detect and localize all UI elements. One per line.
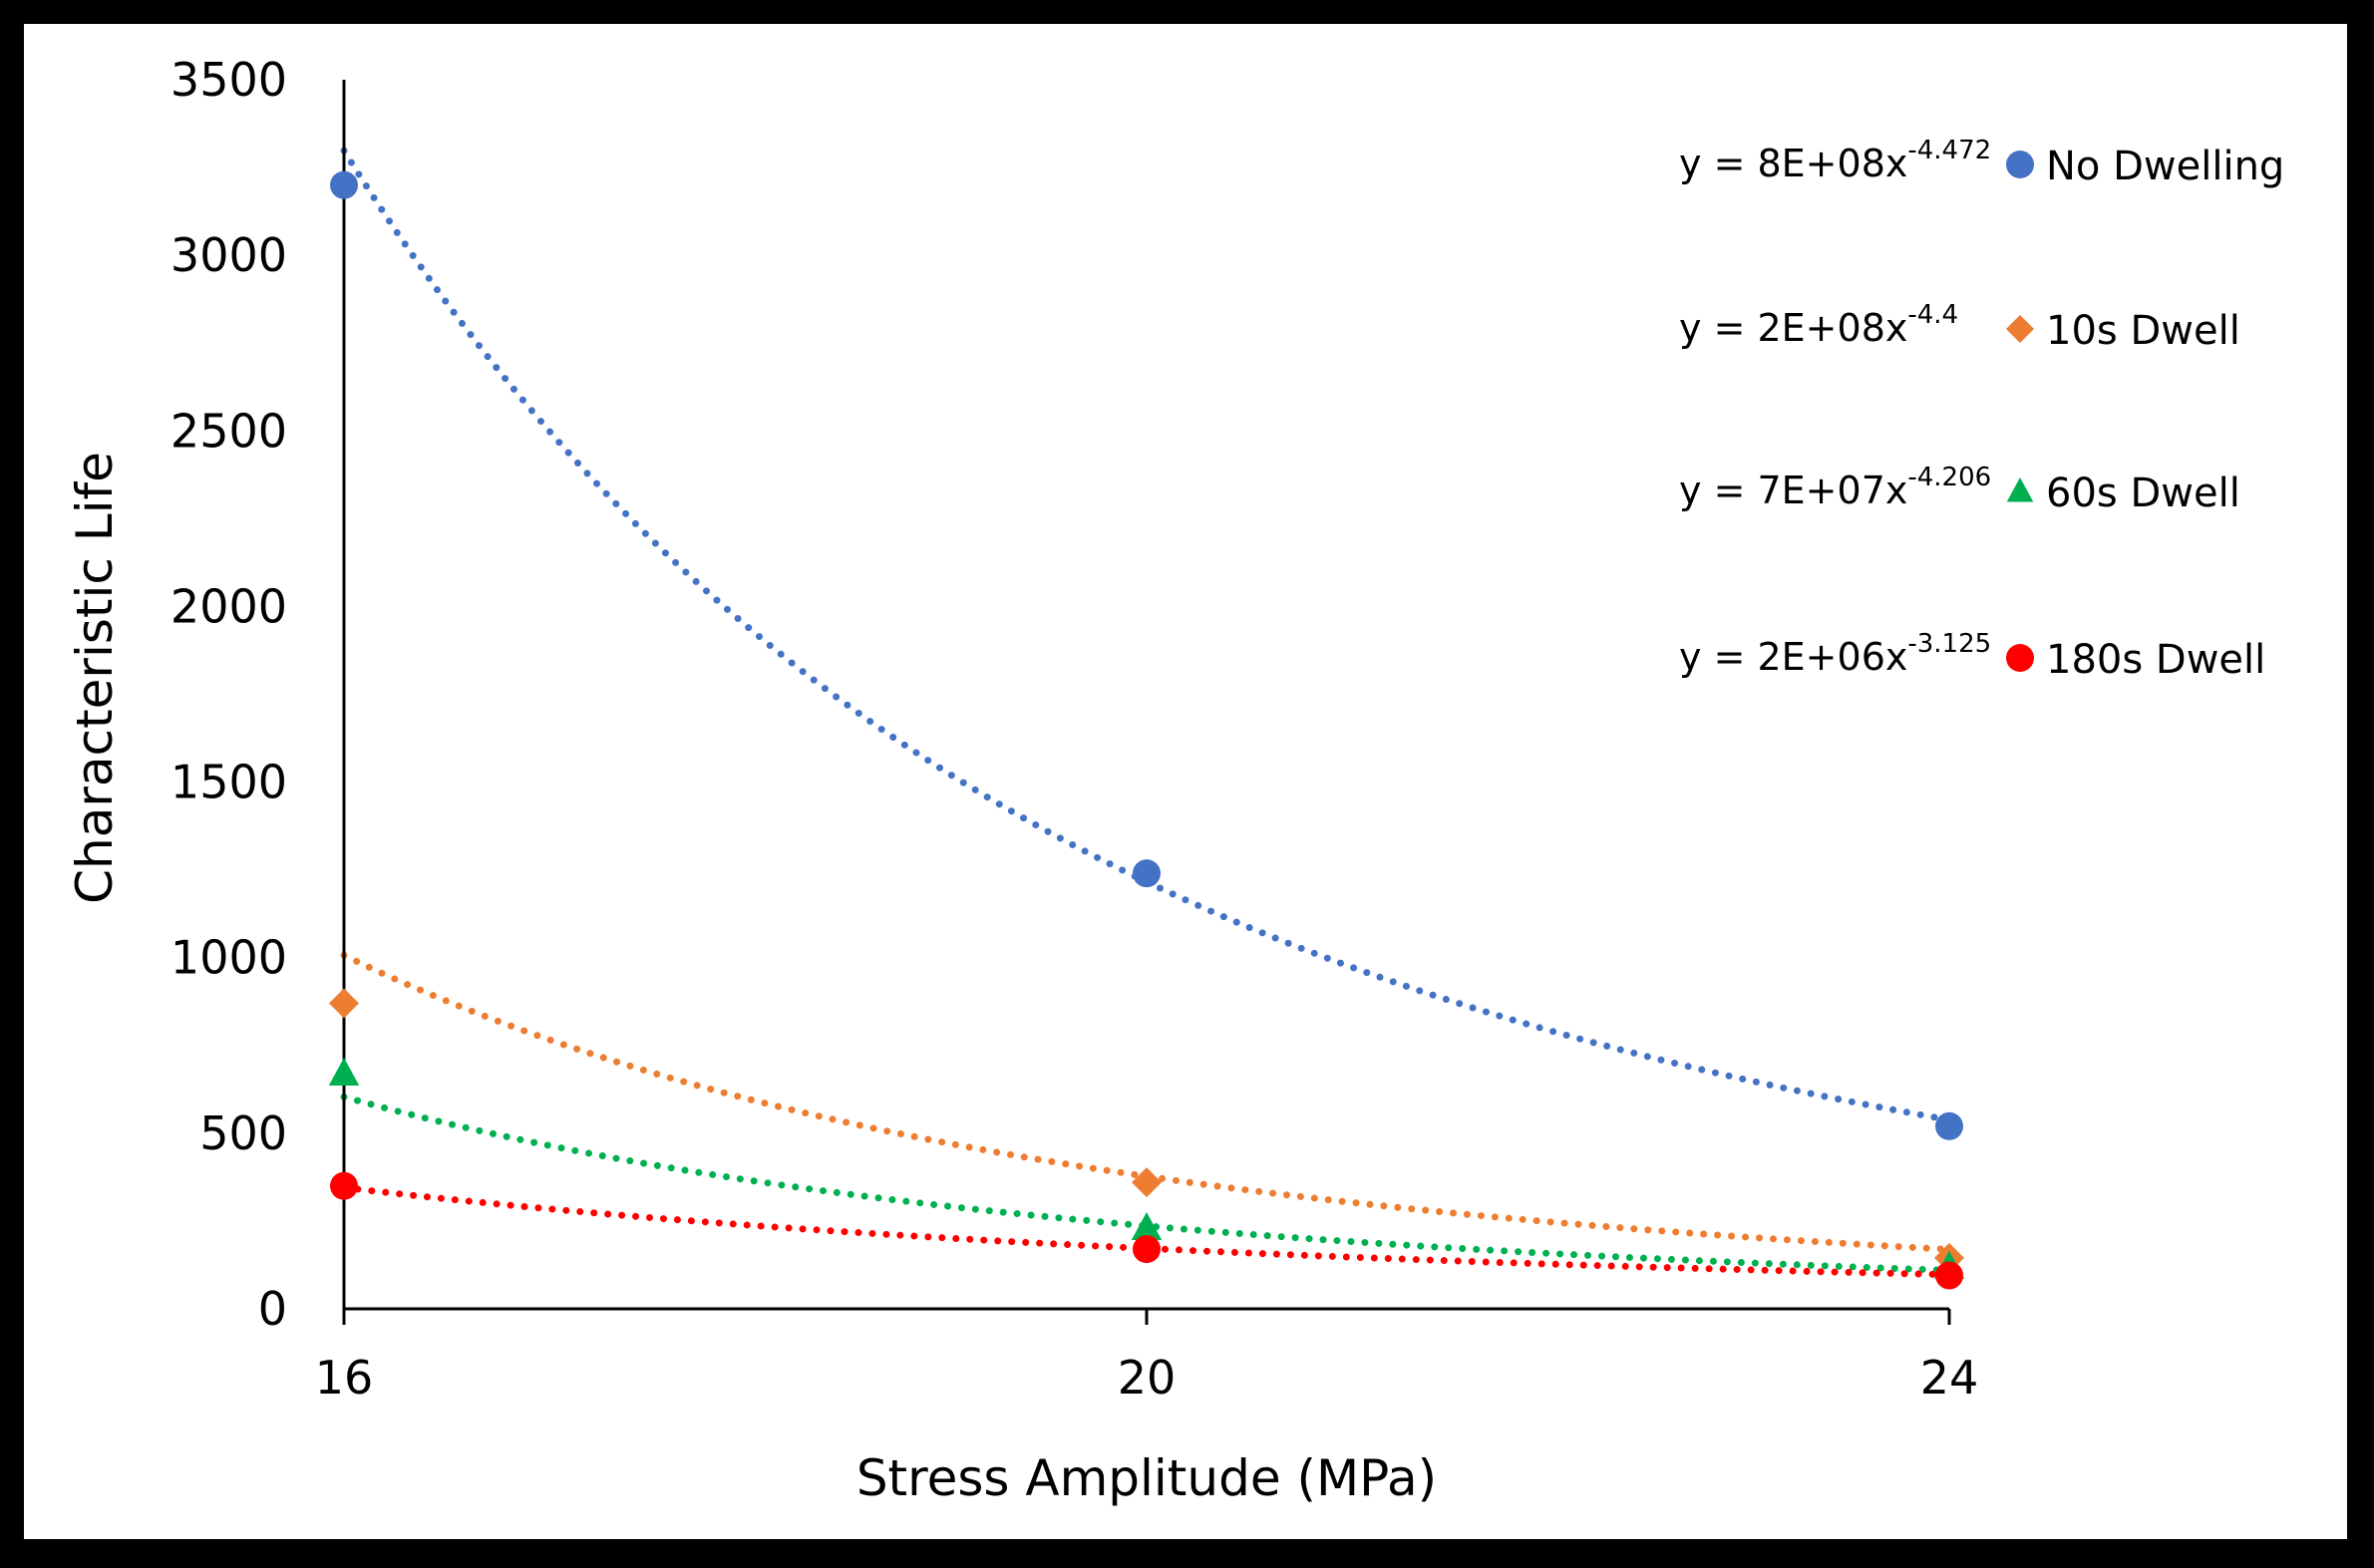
y-tick-label: 1500 xyxy=(170,756,287,809)
data-point-10s-dwell xyxy=(1132,1167,1162,1198)
legend-entry: y = 8E+08x-4.472 No Dwelling xyxy=(1679,136,2284,189)
x-tick-label: 20 xyxy=(1118,1351,1177,1405)
y-axis-title: Characteristic Life xyxy=(66,452,124,904)
data-point-60s-dwell xyxy=(328,1057,360,1086)
y-tick-label: 1000 xyxy=(170,931,287,985)
x-tick-label: 24 xyxy=(1920,1351,1979,1405)
trendline-equation: y = 2E+08x-4.4 xyxy=(1679,300,1958,350)
legend-label: 10s Dwell xyxy=(2046,308,2240,354)
legend-marker-icon xyxy=(2006,477,2034,502)
y-tick-label: 2500 xyxy=(170,404,287,458)
legend-entry: y = 2E+08x-4.4 10s Dwell xyxy=(1679,300,2240,354)
y-tick-label: 3500 xyxy=(170,53,287,107)
data-point-60s-dwell xyxy=(1131,1211,1163,1240)
trendline-equation: y = 2E+06x-3.125 xyxy=(1679,629,1991,679)
data-point-no-dwelling xyxy=(1133,859,1161,888)
legend-label: 180s Dwell xyxy=(2046,637,2265,683)
legend-label: 60s Dwell xyxy=(2046,470,2240,516)
legend-entry: y = 7E+07x-4.206 60s Dwell xyxy=(1679,463,2240,516)
data-point-180s-dwell xyxy=(1133,1235,1161,1264)
x-axis-title: Stress Amplitude (MPa) xyxy=(856,1449,1437,1507)
trendline-10s-dwell xyxy=(340,951,1953,1253)
data-point-180s-dwell xyxy=(1935,1261,1963,1290)
y-tick-label: 2000 xyxy=(170,579,287,633)
legend-marker-icon xyxy=(2006,151,2034,178)
data-point-no-dwelling xyxy=(1935,1111,1963,1140)
legend-entry: y = 2E+06x-3.125 180s Dwell xyxy=(1679,629,2265,683)
y-tick-label: 500 xyxy=(199,1106,287,1160)
trendline-equation: y = 8E+08x-4.472 xyxy=(1679,136,1991,185)
trendline-180s-dwell xyxy=(340,1183,1953,1279)
y-tick-label: 3000 xyxy=(170,228,287,282)
data-markers xyxy=(328,170,1965,1290)
axes: 0 500 1000 1500 2000 2500 3000 3500 16 20 24 xyxy=(170,53,1978,1405)
trendline-equation: y = 7E+07x-4.206 xyxy=(1679,463,1991,512)
data-point-180s-dwell xyxy=(330,1171,358,1200)
legend-marker-icon xyxy=(2006,644,2034,672)
legend: y = 8E+08x-4.472 No Dwelling y = 2E+08x-4.… xyxy=(1679,136,2284,683)
data-point-10s-dwell xyxy=(329,988,359,1019)
chart-background xyxy=(24,24,2347,1539)
legend-label: No Dwelling xyxy=(2046,144,2284,189)
data-point-no-dwelling xyxy=(330,170,358,199)
legend-marker-icon xyxy=(2006,315,2034,343)
y-tick-label: 0 xyxy=(258,1282,287,1336)
x-tick-label: 16 xyxy=(315,1351,374,1405)
